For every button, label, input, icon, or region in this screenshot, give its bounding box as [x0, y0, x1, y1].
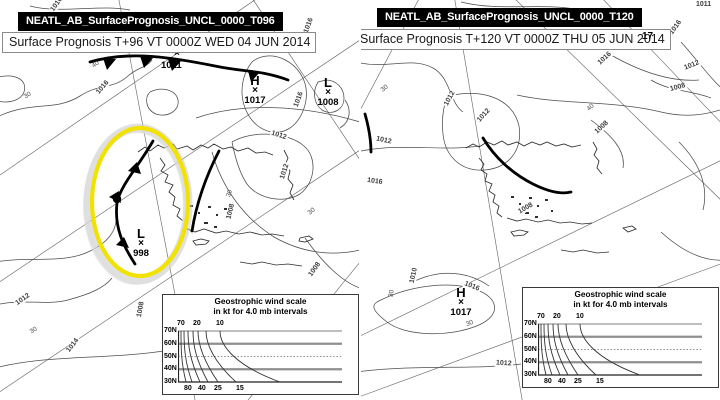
- wind-scale-plot: [178, 330, 342, 383]
- speed-label-bottom: 40: [558, 378, 566, 385]
- lat-label: 40N: [524, 358, 537, 365]
- front-pressure-value: 1011: [161, 60, 182, 71]
- lat-label: 40N: [164, 365, 177, 372]
- center-cross-icon: ×: [138, 238, 144, 250]
- center-cross-icon: ×: [325, 87, 331, 99]
- highlight-ellipse-ring: [89, 125, 191, 279]
- lat-label: 70N: [164, 327, 177, 334]
- wind-scale-title: Geostrophic wind scale: [574, 290, 667, 299]
- front-segment-west: [363, 112, 373, 154]
- lat-label: 60N: [164, 340, 177, 347]
- speed-label-top: 10: [576, 313, 584, 320]
- chart-caption-t96: Surface Prognosis T+96 VT 0000Z WED 04 J…: [2, 32, 317, 53]
- lat-label: 50N: [524, 346, 537, 353]
- chart-tag-label: NEATL_AB_SurfacePrognosis_UNCL_0000_T096: [26, 15, 275, 27]
- speed-label-top: 20: [553, 313, 561, 320]
- lat-label: 30N: [524, 371, 537, 378]
- speed-label-top: 10: [216, 320, 224, 327]
- chart-panel-t96[interactable]: NEATL_AB_SurfacePrognosis_UNCL_0000_T096…: [0, 0, 359, 400]
- aegean-islands: [511, 196, 553, 218]
- lat-label: 30N: [164, 378, 177, 385]
- speed-label-bottom: 80: [184, 385, 192, 392]
- low-symbol: L: [137, 226, 145, 241]
- cold-front-main: [481, 136, 573, 195]
- chart-caption-t120: Surface Prognosis T+120 VT 0000Z THU 05 …: [361, 29, 671, 50]
- high-symbol: H: [250, 73, 260, 88]
- speed-label-bottom: 15: [596, 378, 604, 385]
- coastlines: [465, 140, 637, 254]
- wind-scale-subtitle: in kt for 4.0 mb intervals: [213, 307, 308, 316]
- speed-label-bottom: 25: [574, 378, 582, 385]
- wind-scale-subtitle: in kt for 4.0 mb intervals: [573, 300, 668, 309]
- partially-hidden-pressure-value: 17: [642, 31, 654, 42]
- pressure-value: 1017: [450, 307, 472, 319]
- lat-label: 70N: [524, 320, 537, 327]
- chart-tag-t120: NEATL_AB_SurfacePrognosis_UNCL_0000_T120: [377, 8, 642, 27]
- speed-label-bottom: 25: [214, 385, 222, 392]
- pressure-value: 998: [133, 248, 149, 260]
- front-segment-east: [190, 149, 221, 233]
- iso-label: 1011: [695, 1, 713, 8]
- isobar-contours: [361, 1, 720, 372]
- pressure-value: 1017: [244, 95, 266, 107]
- pressure-value: 1008: [317, 97, 339, 109]
- chart-tag-t96: NEATL_AB_SurfacePrognosis_UNCL_0000_T096: [18, 12, 283, 31]
- high-symbol: H: [456, 285, 466, 300]
- speed-label-bottom: 15: [236, 385, 244, 392]
- high-center-1017: H × 1017: [443, 286, 479, 318]
- wind-scale-plot: [538, 323, 702, 376]
- lat-label: 60N: [524, 333, 537, 340]
- center-cross-icon: ×: [458, 297, 464, 309]
- cold-front-top: [88, 54, 290, 82]
- low-center-998: L × 998: [123, 227, 159, 259]
- cold-front-ellipse: [109, 139, 155, 266]
- speed-label-bottom: 80: [544, 378, 552, 385]
- speed-label-top: 20: [193, 320, 201, 327]
- low-center-1008: L × 1008: [310, 76, 346, 108]
- wind-scale-box: Geostrophic wind scale in kt for 4.0 mb …: [522, 287, 719, 388]
- wind-scale-title: Geostrophic wind scale: [214, 297, 307, 306]
- speed-label-top: 70: [177, 320, 185, 327]
- chart-tag-label: NEATL_AB_SurfacePrognosis_UNCL_0000_T120: [385, 11, 634, 23]
- speed-label-top: 70: [537, 313, 545, 320]
- lat-label: 50N: [164, 353, 177, 360]
- low-symbol: L: [324, 75, 332, 90]
- iso-label: 1012: [494, 359, 513, 368]
- speed-label-bottom: 40: [198, 385, 206, 392]
- wind-scale-box: Geostrophic wind scale in kt for 4.0 mb …: [162, 294, 359, 395]
- front-cross-icon: ×: [174, 48, 180, 59]
- grat-label: 30: [387, 289, 396, 298]
- chart-panel-t120[interactable]: NEATL_AB_SurfacePrognosis_UNCL_0000_T120…: [361, 0, 720, 400]
- high-center-1017: H × 1017: [237, 74, 273, 106]
- coastlines: [137, 143, 314, 267]
- center-cross-icon: ×: [252, 85, 258, 97]
